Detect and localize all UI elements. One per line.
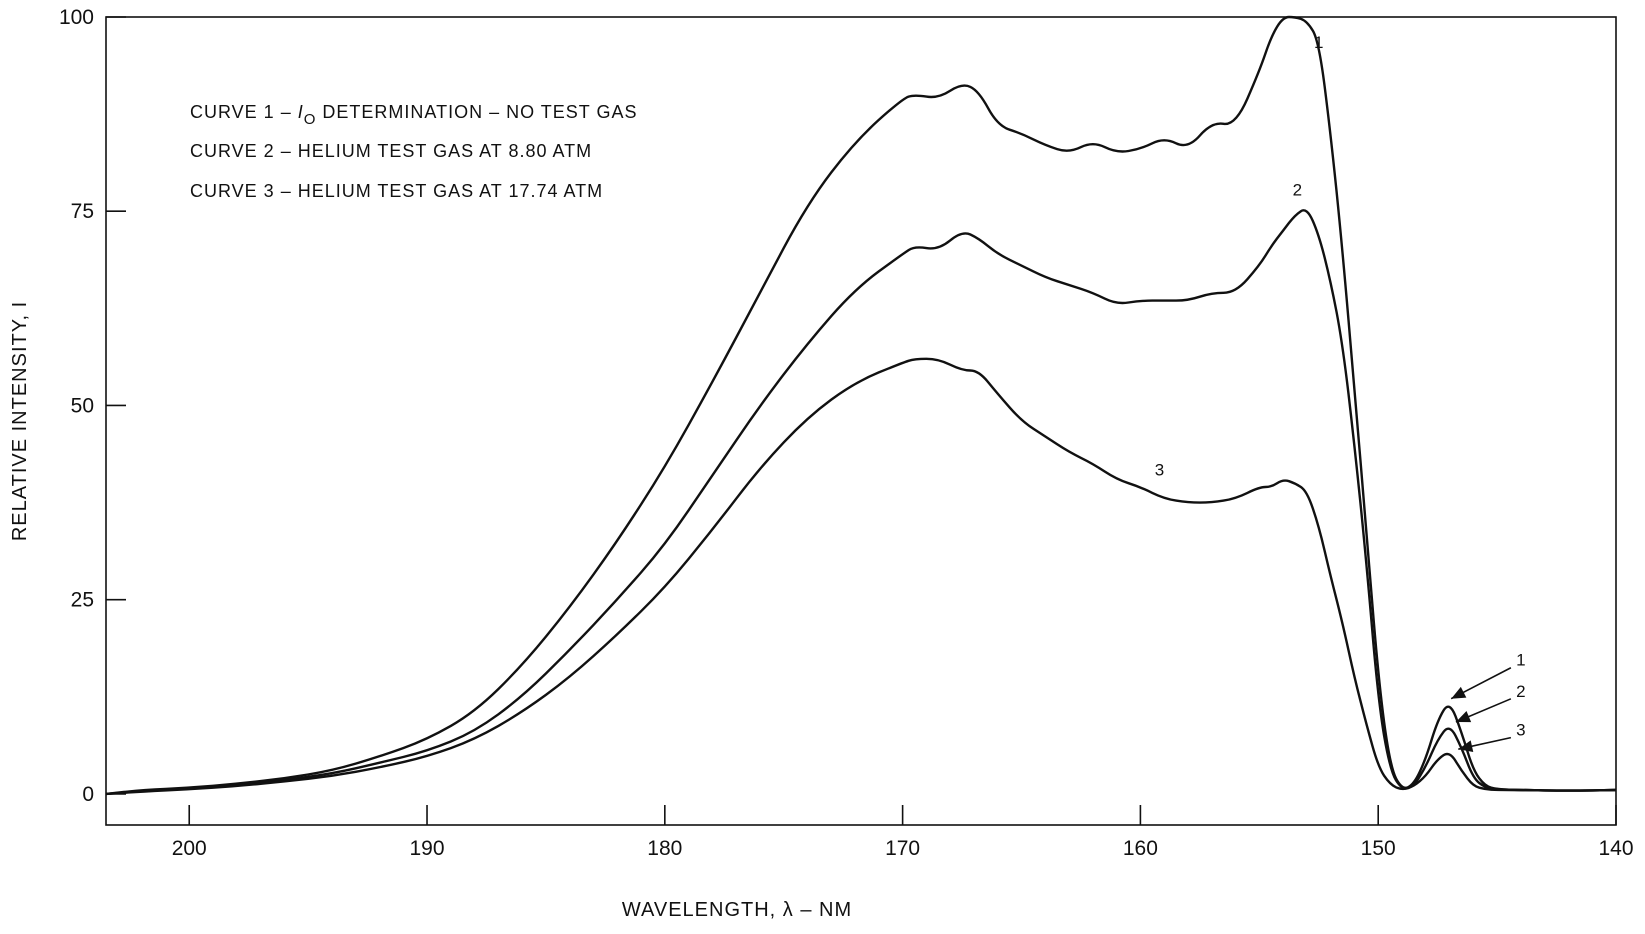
curve-label: 1 (1314, 33, 1323, 52)
y-tick-label: 75 (71, 200, 94, 223)
legend-entry: CURVE 2 – HELIUM TEST GAS AT 8.80 ATM (190, 141, 592, 161)
y-tick-label: 50 (71, 394, 94, 417)
pointer-arrowhead (1458, 740, 1474, 753)
legend: CURVE 1 – IO DETERMINATION – NO TEST GAS… (190, 102, 637, 201)
x-tick-label: 200 (172, 837, 207, 860)
x-tick-label: 140 (1598, 837, 1633, 860)
curve-label: 2 (1293, 181, 1302, 200)
curves (105, 15, 1617, 796)
curve-label: 3 (1155, 460, 1164, 479)
y-axis-ticks: 0 25 50 75 100 (59, 6, 126, 806)
series-line-3 (105, 357, 1617, 796)
curve-labels: 1 2 3 1 2 3 (1155, 33, 1526, 753)
y-tick-label: 25 (71, 589, 94, 612)
series-line-1 (105, 15, 1617, 796)
x-axis-ticks: 200 190 180 170 160 150 140 (172, 805, 1634, 860)
curve-label: 1 (1516, 651, 1525, 670)
legend-entry: CURVE 3 – HELIUM TEST GAS AT 17.74 ATM (190, 181, 603, 201)
legend-entry: CURVE 1 – IO DETERMINATION – NO TEST GAS (190, 102, 637, 128)
x-axis-title: WAVELENGTH, λ – NM (622, 899, 852, 921)
curve-label: 2 (1516, 682, 1525, 701)
series-line-2 (105, 209, 1617, 796)
x-tick-label: 180 (647, 837, 682, 860)
curve-label: 3 (1516, 721, 1525, 740)
x-tick-label: 160 (1123, 837, 1158, 860)
pointer-arrowhead (1455, 711, 1472, 723)
x-tick-label: 170 (885, 837, 920, 860)
x-tick-label: 150 (1361, 837, 1396, 860)
pointer-arrowhead (1451, 686, 1467, 699)
x-tick-label: 190 (410, 837, 445, 860)
y-tick-label: 0 (82, 783, 94, 806)
y-tick-label: 100 (59, 6, 94, 29)
y-axis-title: RELATIVE INTENSITY, I (9, 301, 31, 541)
plot-frame (105, 16, 1617, 826)
